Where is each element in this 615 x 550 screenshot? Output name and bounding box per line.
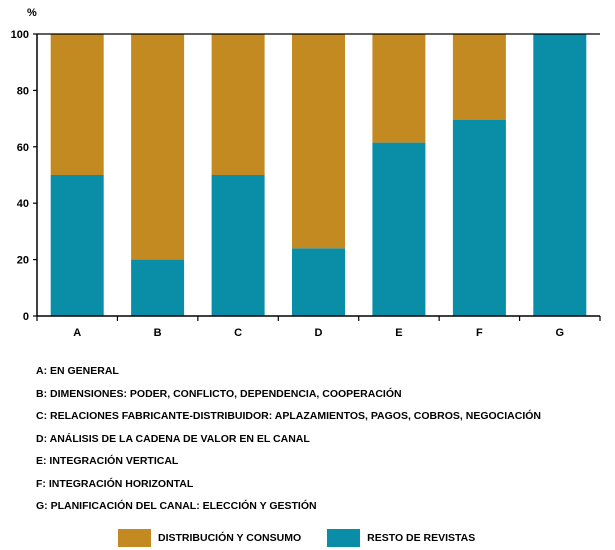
bar-f-distribucion [452,34,506,120]
note-f: F: INTEGRACIÓN HORIZONTAL [36,477,194,490]
legend-swatch-distribucion [118,529,151,547]
y-tick-label: 20 [17,255,29,267]
y-axis-unit-label: % [27,7,37,19]
bar-f-resto [452,120,506,316]
bar-b-resto [131,259,185,316]
legend-item-resto: RESTO DE REVISTAS [327,529,475,547]
x-tick-label-a: A [73,327,81,339]
bars-group [50,34,587,316]
x-tick-label-d: D [315,327,323,339]
bar-a-distribucion [50,34,104,175]
legend: DISTRIBUCIÓN Y CONSUMO RESTO DE REVISTAS [118,529,501,547]
note-c: C: RELACIONES FABRICANTE-DISTRIBUIDOR: A… [36,410,541,422]
y-axis: 0 20 40 60 80 100 [11,29,600,323]
y-tick-label: 60 [17,142,29,154]
x-axis: A B C D E F G [36,315,601,339]
note-d: D: ANÁLISIS DE LA CADENA DE VALOR EN EL … [36,432,310,445]
x-tick-label-e: E [395,327,402,339]
y-tick-label: 0 [23,311,29,323]
note-a: A: EN GENERAL [36,365,119,377]
bar-b-distribucion [131,34,185,260]
y-tick-label: 40 [17,198,29,210]
bar-e-distribucion [372,34,426,143]
category-notes: A: EN GENERAL B: DIMENSIONES: PODER, CON… [36,364,541,522]
x-tick-label-c: C [234,327,242,339]
note-g: G: PLANIFICACIÓN DEL CANAL: ELECCIÓN Y G… [36,500,317,512]
bar-d-resto [292,248,345,316]
bar-a-resto [50,175,104,316]
legend-label-distribucion: DISTRIBUCIÓN Y CONSUMO [158,532,302,544]
bar-e-resto [372,142,426,316]
legend-item-distribucion: DISTRIBUCIÓN Y CONSUMO [118,529,301,547]
bar-d-distribucion [292,34,345,249]
bar-c-resto [211,175,265,316]
x-tick-label-g: G [556,327,565,339]
bar-c-distribucion [211,34,265,175]
x-tick-label-b: B [154,327,162,339]
y-tick-label: 100 [11,29,29,41]
y-tick-label: 80 [17,85,29,97]
stacked-bar-chart: % 0 20 40 60 80 100 A B C D E F G [11,7,601,339]
note-e: E: INTEGRACIÓN VERTICAL [36,455,179,467]
legend-swatch-resto [327,529,361,547]
legend-label-resto: RESTO DE REVISTAS [367,532,476,544]
x-tick-label-f: F [476,327,483,339]
note-b: B: DIMENSIONES: PODER, CONFLICTO, DEPEND… [36,387,402,400]
bar-g-resto [533,34,587,316]
